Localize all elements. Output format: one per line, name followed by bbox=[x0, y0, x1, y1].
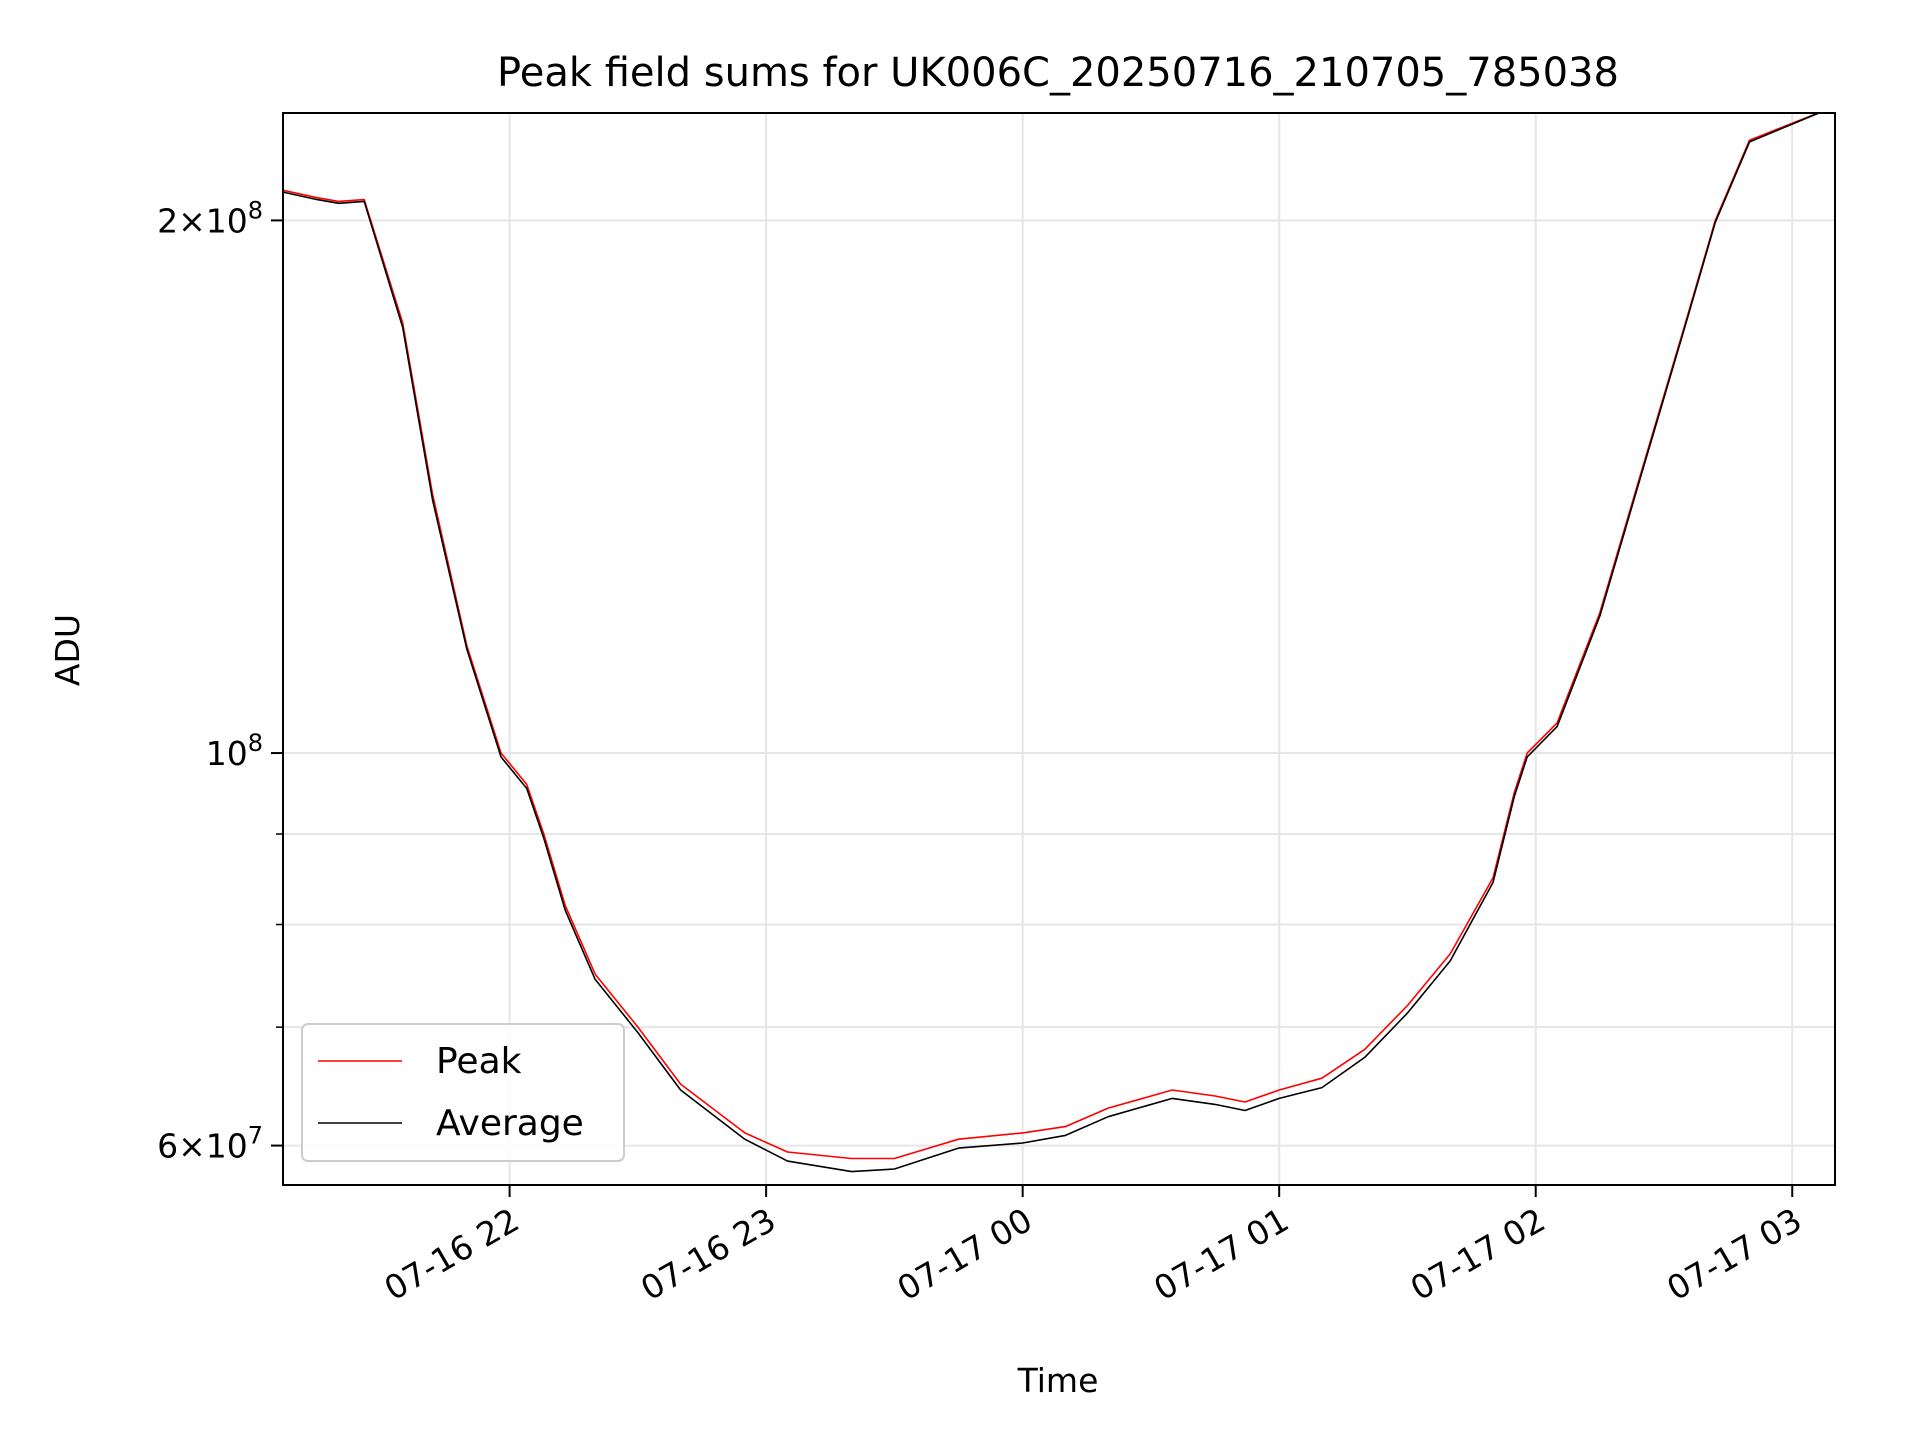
y-tick-label: 2×108 bbox=[157, 196, 263, 240]
plot-area-frame bbox=[282, 112, 1836, 1186]
x-tick-label: 07-17 01 bbox=[1147, 1200, 1295, 1308]
y-tick-exponent: 8 bbox=[248, 196, 263, 224]
y-tick-exponent: 7 bbox=[248, 1122, 263, 1150]
legend-label-average: Average bbox=[436, 1103, 584, 1144]
x-tick-label: 07-16 22 bbox=[378, 1200, 526, 1308]
x-tick-label: 07-17 03 bbox=[1660, 1200, 1808, 1308]
legend-label-peak: Peak bbox=[436, 1041, 522, 1082]
x-tick-label: 07-16 23 bbox=[634, 1200, 782, 1308]
x-axis-title: Time bbox=[1017, 1361, 1099, 1400]
series-lines bbox=[283, 113, 1821, 1173]
y-tick-exponent: 8 bbox=[248, 729, 263, 757]
y-axis-title: ADU bbox=[48, 614, 87, 686]
legend-box bbox=[301, 1023, 625, 1162]
x-tick-label: 07-17 00 bbox=[891, 1200, 1039, 1308]
y-tick-mantissa: 6 bbox=[157, 1127, 178, 1166]
chart-title: Peak field sums for UK006C_20250716_2107… bbox=[497, 50, 1619, 96]
legend: Peak Average bbox=[301, 1023, 625, 1162]
series-line-average bbox=[283, 113, 1821, 1173]
x-axis-ticks: 07-16 22 07-16 23 07-17 00 07-17 01 07-17 02… bbox=[378, 1185, 1808, 1308]
y-tick-label: 108 bbox=[206, 729, 263, 773]
x-tick-label: 07-17 02 bbox=[1404, 1200, 1552, 1308]
y-axis-ticks: 6×107 108 2×108 bbox=[157, 196, 283, 1166]
series-line-peak bbox=[283, 113, 1821, 1160]
y-tick-label: 6×107 bbox=[157, 1122, 263, 1166]
y-tick-mantissa: 2 bbox=[157, 201, 178, 240]
